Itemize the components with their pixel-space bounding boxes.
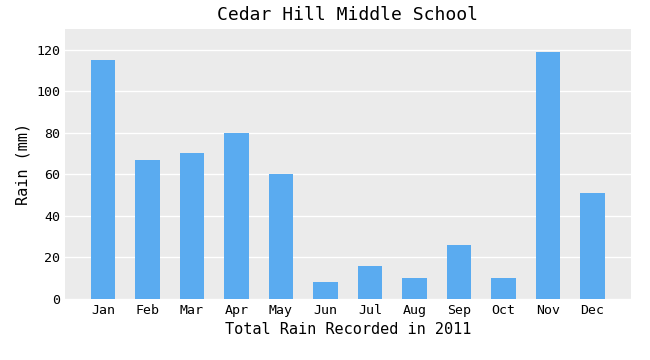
Title: Cedar Hill Middle School: Cedar Hill Middle School — [217, 6, 478, 24]
Bar — [447, 245, 471, 299]
Bar — [224, 132, 249, 299]
Bar — [580, 193, 605, 299]
Bar — [358, 266, 382, 299]
Bar — [402, 278, 427, 299]
Bar — [491, 278, 516, 299]
Bar — [313, 282, 338, 299]
Bar — [268, 174, 293, 299]
X-axis label: Total Rain Recorded in 2011: Total Rain Recorded in 2011 — [224, 322, 471, 337]
Bar — [536, 51, 560, 299]
Bar — [179, 153, 204, 299]
Bar — [91, 60, 115, 299]
Y-axis label: Rain (mm): Rain (mm) — [16, 123, 31, 205]
Bar — [135, 159, 160, 299]
